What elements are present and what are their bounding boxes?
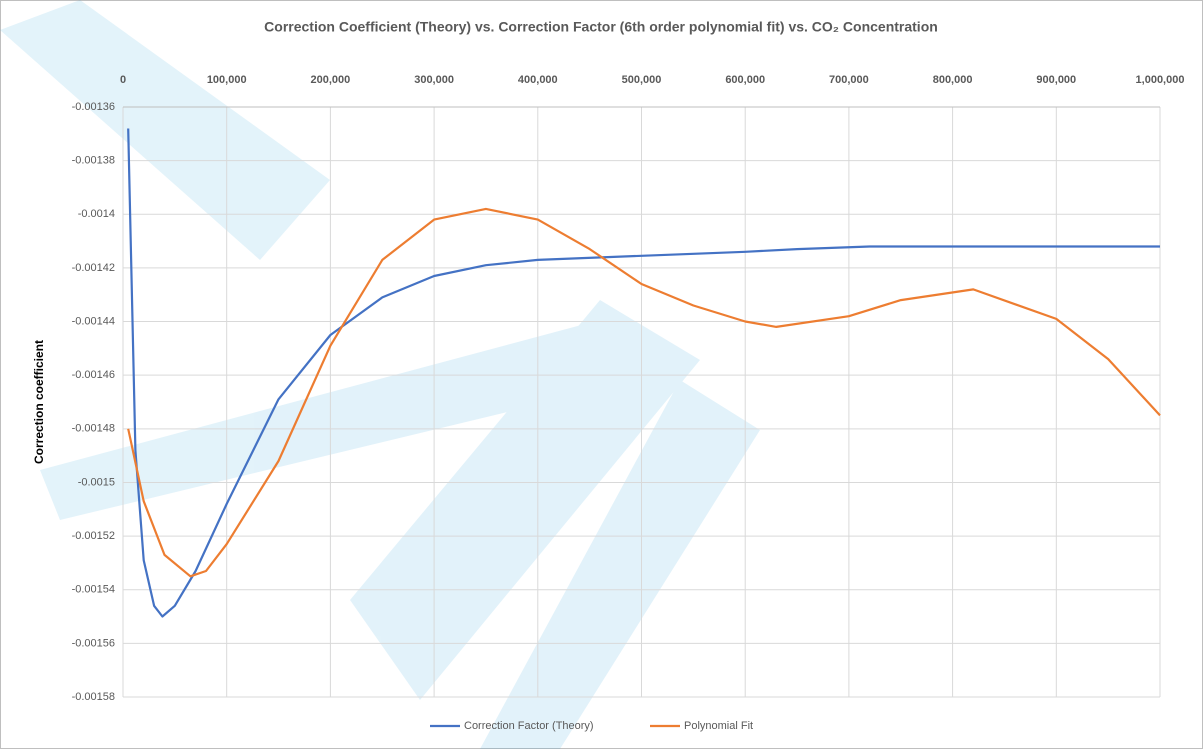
- y-tick-label: -0.00146: [72, 369, 115, 381]
- series-line: [127, 207, 1161, 578]
- x-tick-label: 100,000: [207, 74, 247, 86]
- legend-label: Correction Factor (Theory): [464, 720, 594, 732]
- x-tick-label: 0: [120, 74, 126, 86]
- watermark: [0, 0, 760, 749]
- x-tick-label: 600,000: [725, 74, 765, 86]
- y-tick-label: -0.0014: [78, 208, 115, 220]
- watermark-shape: [350, 300, 700, 700]
- x-tick-label: 900,000: [1036, 74, 1076, 86]
- x-tick-label: 800,000: [933, 74, 973, 86]
- y-tick-label: -0.00156: [72, 637, 115, 649]
- x-tick-label: 700,000: [829, 74, 869, 86]
- y-tick-label: -0.00148: [72, 423, 115, 435]
- x-tick-label: 300,000: [414, 74, 454, 86]
- y-tick-label: -0.00154: [72, 584, 115, 596]
- x-tick-label: 1,000,000: [1136, 74, 1185, 86]
- y-tick-label: -0.00152: [72, 530, 115, 542]
- series-line: [127, 128, 1160, 618]
- y-axis-title: Correction coefficient: [32, 340, 46, 464]
- y-tick-label: -0.00138: [72, 155, 115, 167]
- x-tick-label: 400,000: [518, 74, 558, 86]
- x-tick-label: 500,000: [622, 74, 662, 86]
- y-tick-label: -0.00136: [72, 101, 115, 113]
- x-tick-label: 200,000: [311, 74, 351, 86]
- y-tick-label: -0.00142: [72, 262, 115, 274]
- watermark-shape: [40, 320, 640, 520]
- chart-title: Correction Coefficient (Theory) vs. Corr…: [264, 19, 938, 35]
- watermark-shape: [0, 0, 330, 260]
- y-tick-label: -0.0015: [78, 476, 115, 488]
- legend-label: Polynomial Fit: [684, 720, 753, 732]
- y-tick-label: -0.00158: [72, 691, 115, 703]
- watermark-shape: [480, 380, 760, 749]
- y-tick-label: -0.00144: [72, 315, 115, 327]
